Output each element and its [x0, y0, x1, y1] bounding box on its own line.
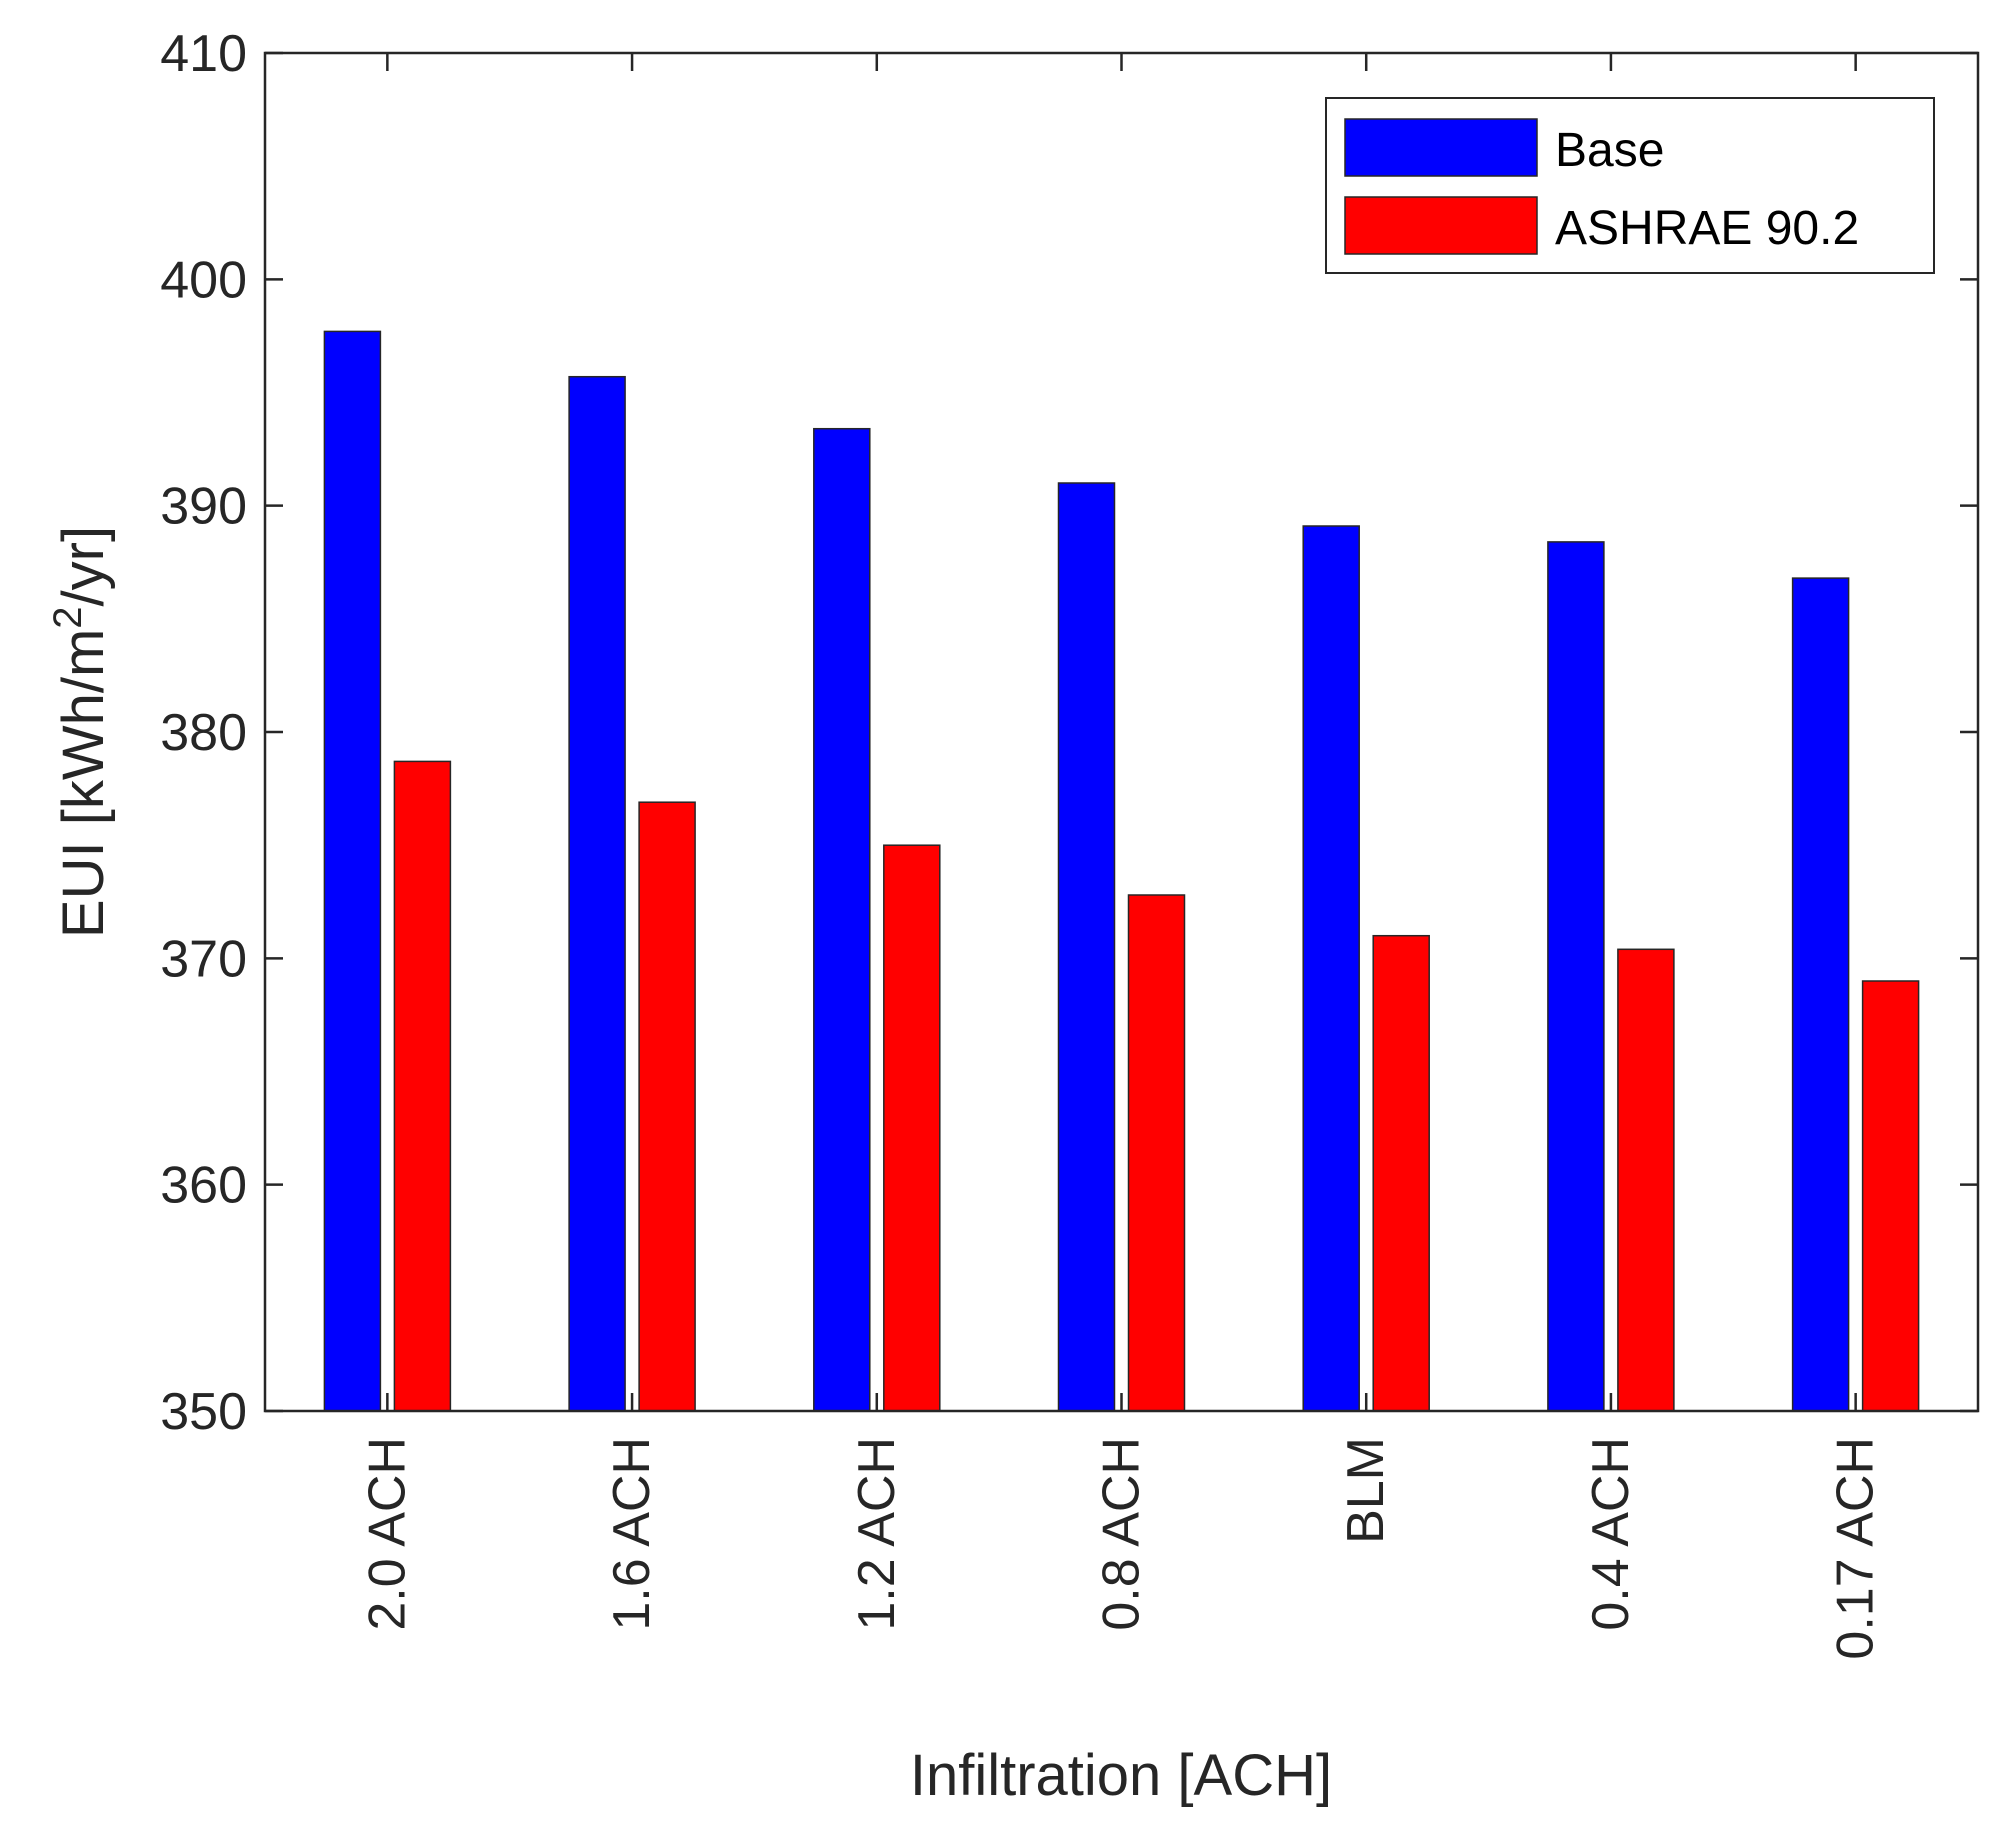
x-tick-label-5: 0.4 ACH	[1582, 1437, 1640, 1631]
y-tick-label-0: 350	[160, 1383, 247, 1441]
y-tick-label-4: 390	[160, 478, 247, 536]
bar-base-0	[323, 330, 382, 1412]
bar-ashrae-5	[1617, 948, 1675, 1412]
bar-ashrae-3	[1127, 894, 1186, 1412]
y-tick-label-5: 400	[160, 251, 247, 309]
bar-base-5	[1547, 541, 1605, 1412]
x-tick-labels: 2.0 ACH 1.6 ACH 1.2 ACH 0.8 ACH BLM 0.4 ACH 0.…	[358, 1437, 1884, 1660]
bar-ashrae-4	[1372, 934, 1430, 1412]
x-tick-label-1: 1.6 ACH	[603, 1437, 661, 1631]
y-tick-label-2: 370	[160, 930, 247, 988]
y-axis-label-prefix: EUI [kWh/m	[51, 629, 116, 938]
legend: Base ASHRAE 90.2	[1325, 97, 1935, 274]
y-axis-label: EUI [kWh/m2/yr]	[46, 526, 116, 938]
bar-ashrae-0	[393, 760, 452, 1412]
bar-base-2	[813, 427, 871, 1412]
x-tick-label-4: BLM	[1337, 1437, 1395, 1544]
x-tick-label-0: 2.0 ACH	[358, 1437, 416, 1631]
y-tick-label-6: 410	[160, 25, 247, 83]
bar-base-4	[1302, 525, 1360, 1412]
bar-base-6	[1791, 577, 1850, 1412]
bar-ashrae-6	[1861, 980, 1920, 1412]
x-tick-label-3: 0.8 ACH	[1093, 1437, 1151, 1631]
x-tick-label-2: 1.2 ACH	[848, 1437, 906, 1631]
y-axis-label-suffix: /yr]	[51, 526, 116, 607]
bar-ashrae-1	[638, 801, 696, 1412]
legend-label-ashrae: ASHRAE 90.2	[1555, 202, 1859, 255]
x-axis-label: Infiltration [ACH]	[910, 1743, 1332, 1808]
bar-base-1	[568, 375, 626, 1412]
bar-base-3	[1057, 482, 1116, 1412]
legend-swatch-base	[1344, 118, 1538, 177]
bar-ashrae-2	[883, 844, 941, 1412]
bars-layer	[323, 330, 1920, 1412]
legend-swatch-ashrae	[1344, 196, 1538, 255]
x-tick-label-6: 0.17 ACH	[1827, 1437, 1885, 1660]
y-tick-label-3: 380	[160, 704, 247, 762]
y-tick-label-1: 360	[160, 1157, 247, 1215]
plot-area	[265, 53, 1978, 1411]
ticks-layer	[265, 51, 1978, 1413]
legend-label-base: Base	[1555, 124, 1664, 177]
y-tick-labels: 350 360 370 380 390 400 410	[160, 25, 247, 1441]
y-axis-label-superscript: 2	[46, 606, 90, 628]
